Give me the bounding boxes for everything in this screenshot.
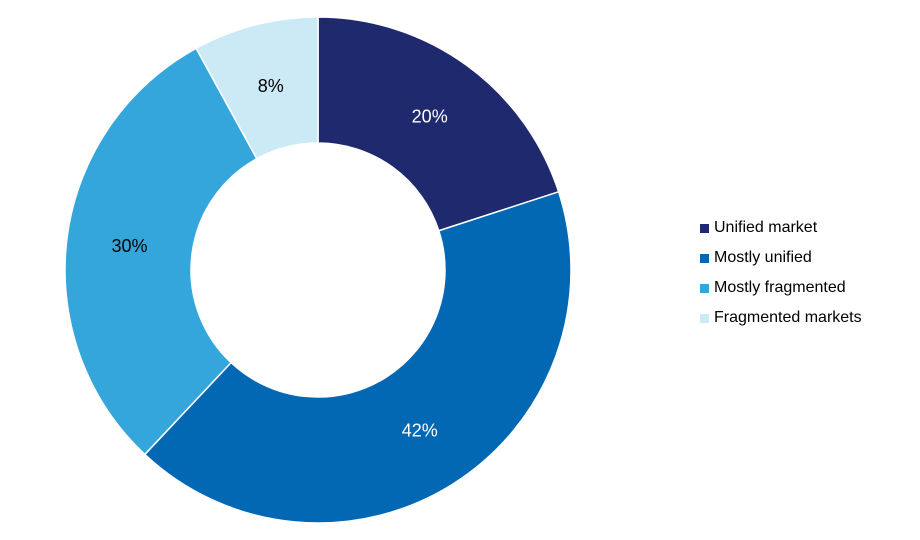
legend-item-mostly-unified: Mostly unified	[700, 243, 862, 273]
legend-item-unified-market: Unified market	[700, 213, 862, 243]
donut-slices	[64, 16, 572, 524]
slice-label-fragmented-markets: 8%	[258, 76, 284, 96]
legend-swatch	[700, 283, 709, 293]
legend-item-mostly-fragmented: Mostly fragmented	[700, 273, 862, 303]
slice-label-unified-market: 20%	[412, 106, 448, 126]
chart-legend: Unified market Mostly unified Mostly fra…	[700, 213, 862, 333]
legend-swatch	[700, 313, 709, 323]
slice-fragmented-markets	[195, 16, 319, 160]
donut-slice-labels: 20% 42% 30% 8%	[111, 76, 447, 440]
legend-label: Mostly unified	[714, 249, 812, 266]
slice-mostly-unified	[143, 190, 572, 524]
slice-unified-market	[317, 16, 560, 232]
legend-label: Unified market	[714, 219, 818, 236]
slice-label-mostly-fragmented: 30%	[111, 236, 147, 256]
legend-label: Mostly fragmented	[714, 279, 846, 296]
legend-item-fragmented-markets: Fragmented markets	[700, 303, 862, 333]
slice-label-mostly-unified: 42%	[402, 420, 438, 440]
legend-swatch	[700, 223, 709, 233]
slice-mostly-fragmented	[64, 47, 258, 456]
legend-label: Fragmented markets	[714, 309, 862, 326]
legend-swatch	[700, 253, 709, 263]
